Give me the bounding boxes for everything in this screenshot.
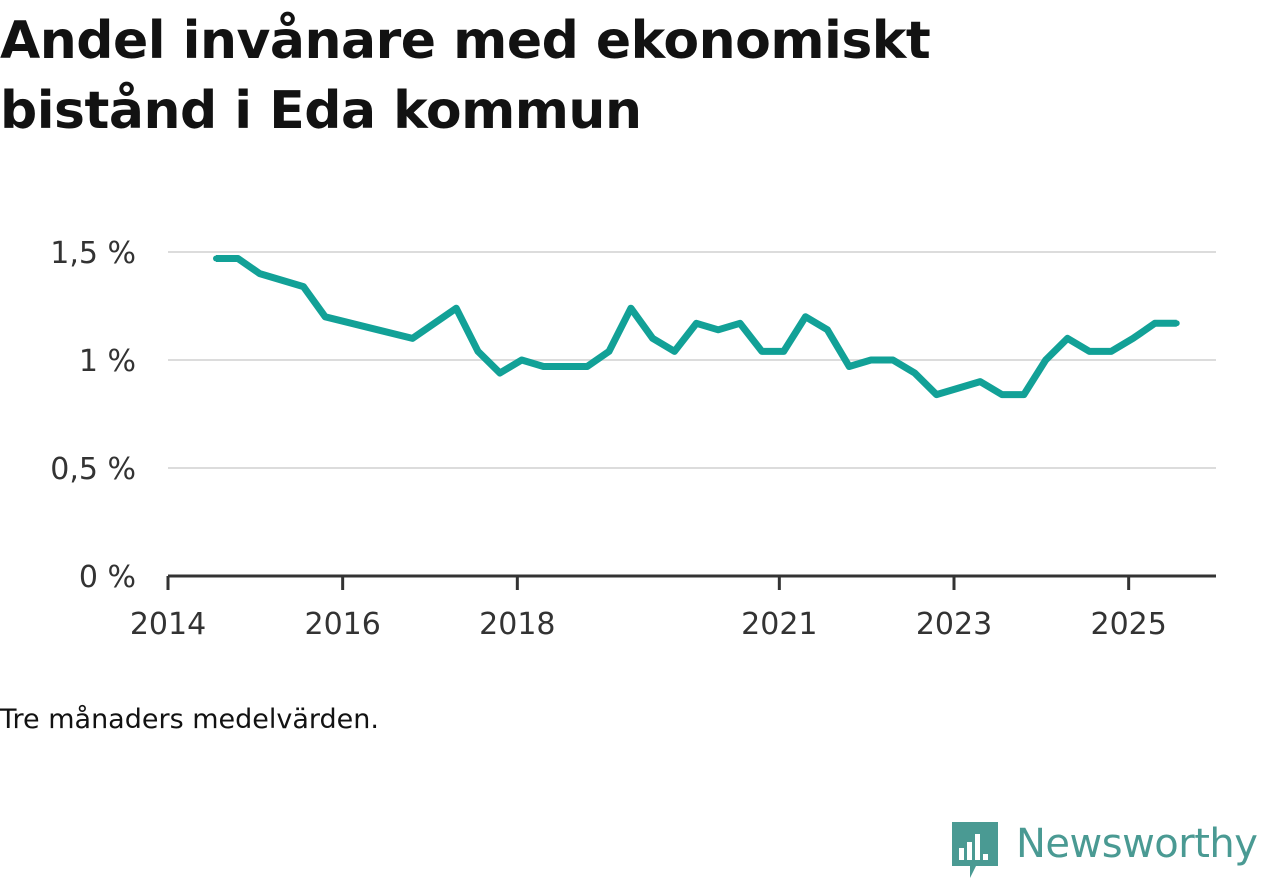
x-axis-ticks: 2014 2016 2018 2021 2023 2025: [130, 576, 1167, 642]
newsworthy-logo-icon: [952, 822, 998, 878]
data-point: [1086, 348, 1093, 355]
data-point: [802, 313, 809, 320]
data-point: [824, 326, 831, 333]
series-line: [216, 255, 1177, 399]
series-layer: [213, 255, 1180, 399]
data-point: [977, 378, 984, 385]
data-point: [540, 363, 547, 370]
data-point: [409, 335, 416, 342]
y-tick-label: 0 %: [79, 560, 136, 595]
data-point: [671, 348, 678, 355]
data-point: [518, 357, 525, 363]
data-point: [1173, 320, 1180, 327]
data-point: [213, 255, 219, 262]
x-tick-label: 2016: [304, 607, 380, 642]
chart-footnote: Tre månaders medelvärden.: [0, 704, 379, 735]
x-tick-label: 2023: [916, 607, 992, 642]
data-point: [780, 348, 787, 355]
brand-logo[interactable]: Newsworthy: [950, 820, 1258, 880]
data-point: [955, 385, 962, 392]
data-point: [889, 357, 896, 363]
y-tick-label: 0,5 %: [50, 452, 136, 487]
data-point: [1108, 348, 1115, 355]
data-point: [999, 391, 1005, 398]
data-point: [256, 270, 263, 277]
gridlines: [168, 251, 1216, 469]
data-point: [606, 348, 612, 355]
data-point: [846, 363, 853, 370]
data-point: [649, 335, 656, 342]
data-point: [1020, 391, 1027, 398]
data-point: [933, 391, 940, 398]
data-point: [1130, 335, 1136, 342]
data-point: [693, 320, 700, 327]
x-tick-label: 2025: [1090, 607, 1166, 642]
data-point: [584, 363, 591, 370]
y-axis-ticks: 0 % 0,5 % 1 % 1,5 %: [50, 236, 136, 595]
data-point: [496, 370, 503, 376]
data-point: [1042, 357, 1049, 363]
data-point: [1064, 335, 1071, 342]
data-point: [562, 363, 569, 370]
chart-title: Andel invånare med ekonomiskt bistånd i …: [0, 11, 931, 141]
data-point: [234, 255, 241, 262]
data-point: [758, 348, 765, 355]
y-tick-label: 1 %: [79, 344, 136, 379]
y-tick-label: 1,5 %: [50, 236, 136, 271]
data-point: [627, 305, 634, 312]
data-point: [475, 348, 481, 355]
data-point: [300, 283, 307, 290]
data-point: [868, 357, 874, 363]
x-tick-label: 2018: [479, 607, 555, 642]
data-point: [737, 320, 743, 327]
data-point: [911, 370, 918, 376]
brand-name: Newsworthy: [1016, 821, 1258, 867]
x-tick-label: 2014: [130, 607, 206, 642]
x-tick-label: 2021: [741, 607, 817, 642]
data-point: [453, 305, 460, 312]
data-point: [322, 313, 329, 320]
data-point: [715, 326, 722, 333]
data-point: [1151, 320, 1158, 327]
